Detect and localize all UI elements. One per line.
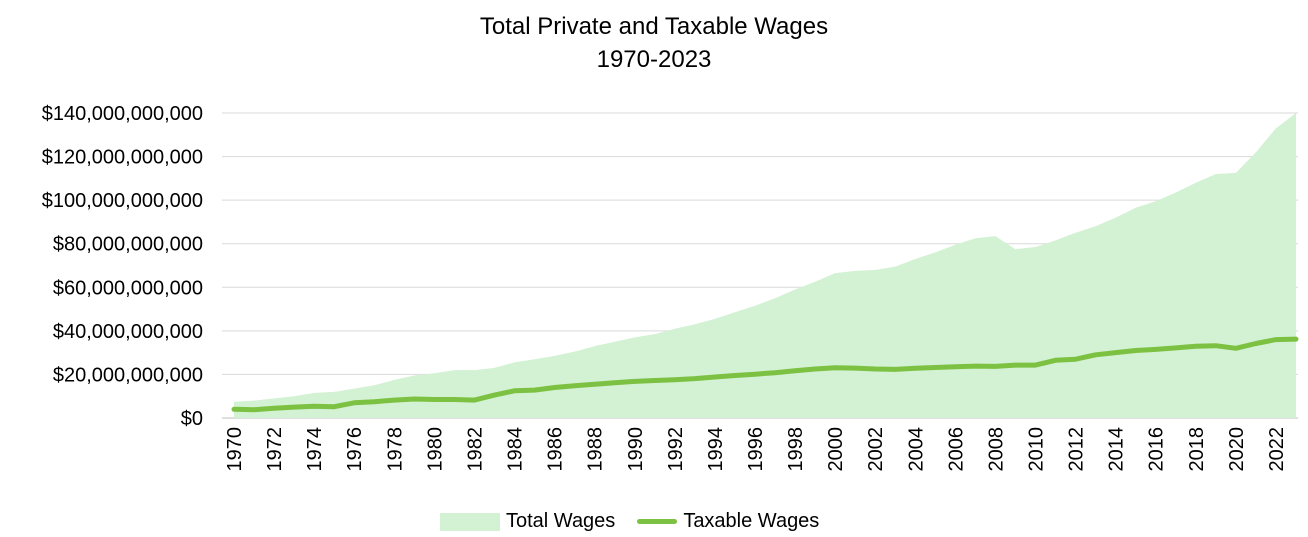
y-tick-label: $140,000,000,000 bbox=[42, 103, 203, 125]
legend-swatch-area bbox=[440, 512, 500, 531]
x-tick-label: 2010 bbox=[1026, 427, 1048, 472]
chart-title: Total Private and Taxable Wages bbox=[479, 13, 829, 40]
x-tick-label: 1974 bbox=[304, 427, 326, 472]
x-tick-label: 1972 bbox=[264, 427, 286, 472]
y-tick-label: $80,000,000,000 bbox=[53, 234, 203, 256]
x-tick-label: 2020 bbox=[1226, 427, 1248, 472]
x-tick-label: 2008 bbox=[985, 427, 1007, 472]
x-tick-label: 2002 bbox=[865, 427, 887, 472]
x-tick-label: 1980 bbox=[424, 427, 446, 472]
x-tick-label: 2006 bbox=[945, 427, 967, 472]
y-tick-label: $20,000,000,000 bbox=[53, 364, 203, 386]
x-tick-label: 1998 bbox=[785, 427, 807, 472]
legend: Total Wages Taxable Wages bbox=[440, 510, 841, 533]
x-tick-label: 1986 bbox=[545, 427, 567, 472]
x-tick-label: 1970 bbox=[224, 427, 246, 472]
x-tick-label: 2000 bbox=[825, 427, 847, 472]
x-tick-label: 2004 bbox=[905, 427, 927, 472]
y-tick-label: $40,000,000,000 bbox=[53, 321, 203, 343]
x-tick-label: 1994 bbox=[705, 427, 727, 472]
legend-item-taxable-wages: Taxable Wages bbox=[637, 510, 819, 533]
total-wages-area bbox=[234, 113, 1296, 418]
legend-item-total-wages: Total Wages bbox=[440, 510, 615, 533]
x-tick-label: 2018 bbox=[1186, 427, 1208, 472]
legend-label-total-wages: Total Wages bbox=[506, 510, 616, 532]
taxable-wages-line bbox=[231, 336, 1299, 413]
y-tick-label: $120,000,000,000 bbox=[42, 147, 203, 169]
legend-swatch-line bbox=[637, 519, 678, 524]
y-tick-label: $100,000,000,000 bbox=[42, 190, 203, 212]
x-tick-label: 2022 bbox=[1266, 427, 1288, 472]
x-tick-label: 1978 bbox=[384, 427, 406, 472]
chart-subtitle: 1970-2023 bbox=[596, 46, 712, 73]
y-tick-label: $0 bbox=[181, 408, 203, 430]
x-tick-label: 1996 bbox=[745, 427, 767, 472]
x-tick-label: 2014 bbox=[1106, 427, 1128, 472]
x-tick-label: 1992 bbox=[665, 427, 687, 472]
x-tick-label: 1976 bbox=[344, 427, 366, 472]
x-tick-label: 1982 bbox=[464, 427, 486, 472]
x-tick-label: 1984 bbox=[505, 427, 527, 472]
x-tick-label: 2016 bbox=[1146, 427, 1168, 472]
y-tick-label: $60,000,000,000 bbox=[53, 277, 203, 299]
x-tick-label: 2012 bbox=[1066, 427, 1088, 472]
x-tick-label: 1988 bbox=[585, 427, 607, 472]
legend-label-taxable-wages: Taxable Wages bbox=[683, 510, 820, 532]
x-tick-label: 1990 bbox=[625, 427, 647, 472]
